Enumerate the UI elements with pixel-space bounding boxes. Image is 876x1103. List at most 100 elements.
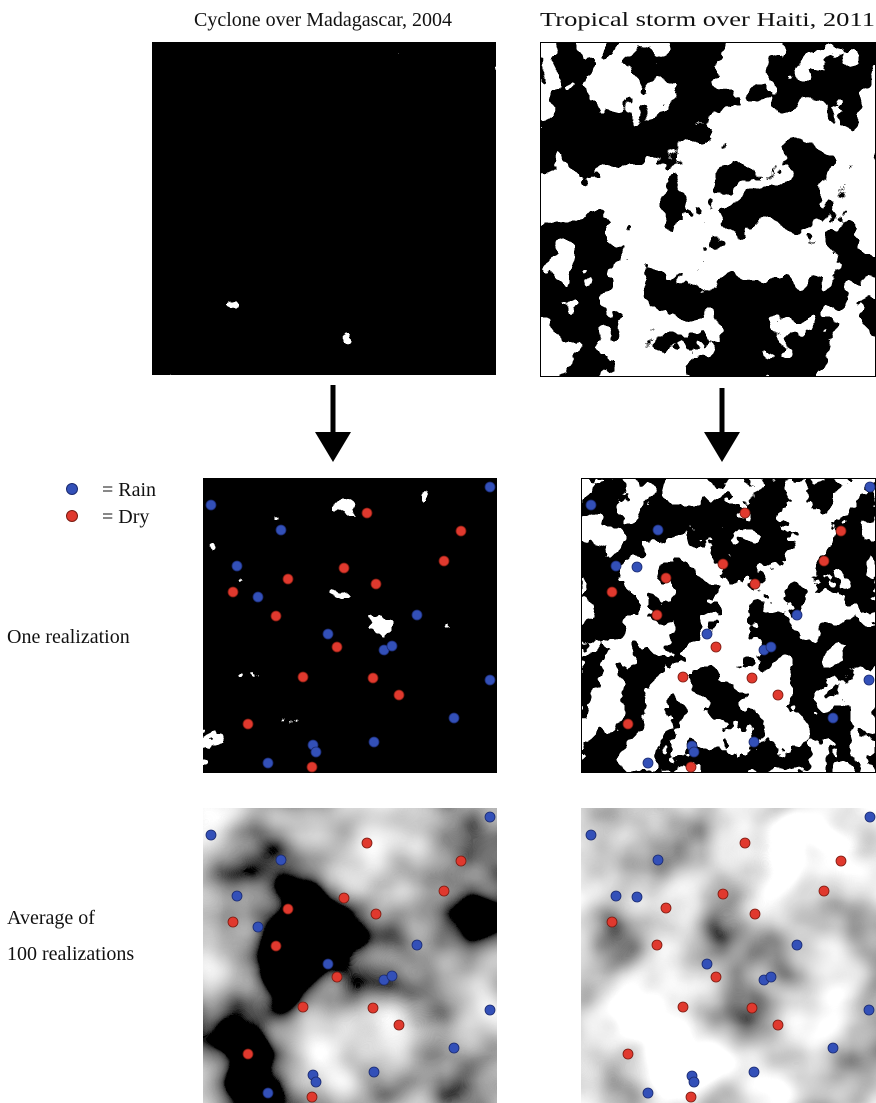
dry-station <box>271 941 281 951</box>
rain-station <box>276 855 286 865</box>
dry-station <box>283 574 293 584</box>
rain-station <box>323 629 333 639</box>
rain-station <box>828 713 838 723</box>
dry-station <box>332 642 342 652</box>
dry-station <box>394 690 404 700</box>
legend-dry-dot <box>67 511 78 522</box>
map-image <box>152 42 496 375</box>
dry-station <box>661 573 671 583</box>
dry-station <box>368 673 378 683</box>
rain-station <box>387 971 397 981</box>
dry-station <box>339 893 349 903</box>
dry-station <box>678 1002 688 1012</box>
dry-station <box>750 909 760 919</box>
rain-station <box>865 812 875 822</box>
dry-station <box>228 587 238 597</box>
dry-station <box>228 917 238 927</box>
rain-station <box>611 891 621 901</box>
rain-station <box>412 940 422 950</box>
rain-station <box>792 940 802 950</box>
dry-station <box>819 556 829 566</box>
rain-station <box>864 1005 874 1015</box>
dry-station <box>283 904 293 914</box>
dry-station <box>711 972 721 982</box>
map-image <box>581 808 876 1103</box>
rain-station <box>412 610 422 620</box>
dry-station <box>456 526 466 536</box>
arrow <box>315 385 740 462</box>
dry-station <box>773 690 783 700</box>
rain-station <box>449 1043 459 1053</box>
rain-station <box>643 758 653 768</box>
rain-station <box>485 812 495 822</box>
dry-station <box>718 889 728 899</box>
rain-station <box>689 747 699 757</box>
dry-station <box>686 1092 696 1102</box>
rain-station <box>749 1067 759 1077</box>
rain-station <box>311 747 321 757</box>
dry-station <box>740 508 750 518</box>
dry-station <box>652 940 662 950</box>
rain-station <box>253 922 263 932</box>
dry-station <box>368 1003 378 1013</box>
rain-station <box>766 972 776 982</box>
dry-station <box>836 526 846 536</box>
dry-station <box>371 579 381 589</box>
legend-label: = Rain <box>102 479 156 501</box>
dry-station <box>243 1049 253 1059</box>
dry-station <box>836 856 846 866</box>
dry-station <box>607 917 617 927</box>
rain-station <box>449 713 459 723</box>
rain-station <box>485 675 495 685</box>
rain-station <box>232 891 242 901</box>
rain-station <box>689 1077 699 1087</box>
map-image <box>581 478 876 773</box>
panel-title: Cyclone over Madagascar, 2004 <box>194 9 452 31</box>
dry-station <box>339 563 349 573</box>
rain-station <box>263 1088 273 1098</box>
rain-station <box>206 830 216 840</box>
dry-station <box>652 610 662 620</box>
rain-station <box>643 1088 653 1098</box>
rain-station <box>276 525 286 535</box>
panel-title: Tropical storm over Haiti, 2011 <box>540 9 875 31</box>
rain-station <box>702 629 712 639</box>
rain-station <box>232 561 242 571</box>
dry-station <box>740 838 750 848</box>
dry-station <box>773 1020 783 1030</box>
dry-station <box>298 1002 308 1012</box>
rain-station <box>311 1077 321 1087</box>
rain-station <box>263 758 273 768</box>
dry-station <box>243 719 253 729</box>
legend-label: = Dry <box>102 506 149 528</box>
rain-station <box>749 737 759 747</box>
map-image <box>540 42 876 377</box>
rain-station <box>369 737 379 747</box>
dry-station <box>394 1020 404 1030</box>
dry-station <box>362 508 372 518</box>
dry-station <box>332 972 342 982</box>
dry-station <box>623 1049 633 1059</box>
row-label: Average of <box>7 907 95 929</box>
rain-station <box>323 959 333 969</box>
dry-station <box>623 719 633 729</box>
figure: Cyclone over Madagascar, 2004 Tropical s… <box>0 0 876 1103</box>
page: {"panels": {"left_title": "Cyclone over … <box>0 0 876 1103</box>
rain-station <box>611 561 621 571</box>
rain-station <box>369 1067 379 1077</box>
rain-station <box>864 675 874 685</box>
dry-station <box>307 762 317 772</box>
dry-station <box>298 672 308 682</box>
dry-station <box>439 556 449 566</box>
rain-station <box>387 641 397 651</box>
legend-rain-dot <box>67 484 78 495</box>
rain-station <box>586 500 596 510</box>
rain-station <box>828 1043 838 1053</box>
dry-station <box>819 886 829 896</box>
rain-station <box>632 562 642 572</box>
rain-station <box>632 892 642 902</box>
dry-station <box>711 642 721 652</box>
rain-station <box>485 482 495 492</box>
rain-station <box>702 959 712 969</box>
dry-station <box>747 1003 757 1013</box>
